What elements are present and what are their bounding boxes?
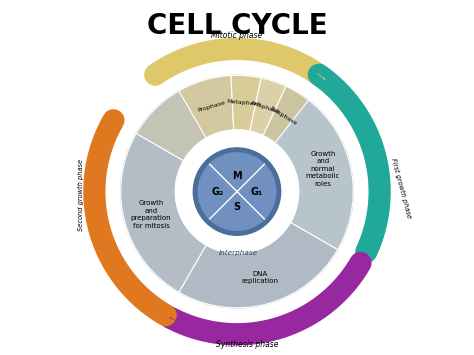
Wedge shape [268, 91, 353, 250]
Text: M: M [232, 171, 242, 181]
Wedge shape [231, 75, 261, 131]
Text: Second growth phase: Second growth phase [78, 159, 84, 231]
Text: Growth
and
normal
metabolic
roles: Growth and normal metabolic roles [306, 151, 340, 187]
Text: Mitotic phase: Mitotic phase [211, 31, 263, 40]
Circle shape [193, 148, 281, 235]
Text: G₂: G₂ [211, 187, 224, 197]
Wedge shape [179, 223, 337, 308]
Text: CELL CYCLE: CELL CYCLE [146, 12, 328, 40]
Circle shape [175, 130, 299, 253]
Wedge shape [263, 86, 309, 143]
Wedge shape [179, 76, 234, 138]
Text: G₁: G₁ [250, 187, 263, 197]
Wedge shape [121, 133, 206, 292]
Text: First growth phase: First growth phase [390, 157, 412, 219]
Circle shape [121, 75, 353, 308]
Text: DNA
replication: DNA replication [242, 271, 279, 284]
Wedge shape [250, 78, 286, 136]
Text: Telophase: Telophase [269, 105, 298, 126]
Text: Prophase: Prophase [197, 100, 226, 113]
Circle shape [198, 153, 276, 230]
Text: Metaphase: Metaphase [227, 99, 262, 107]
Text: Interphase: Interphase [219, 250, 258, 256]
Text: Synthesis phase: Synthesis phase [216, 340, 279, 349]
Text: Anaphase: Anaphase [250, 100, 281, 115]
Wedge shape [137, 75, 295, 161]
Text: Growth
and
preparation
for mitosis: Growth and preparation for mitosis [131, 200, 172, 229]
Text: S: S [233, 202, 241, 212]
